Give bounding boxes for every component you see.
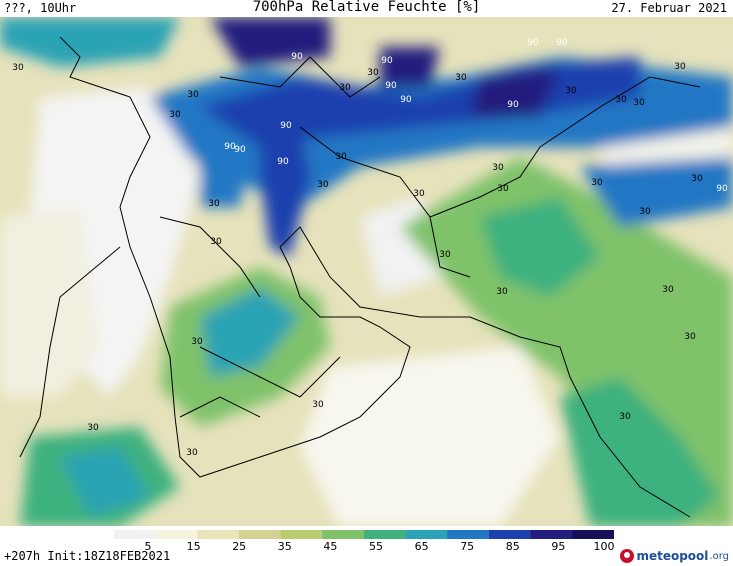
color-scale-swatch [530, 530, 573, 539]
label-30-n: 30 [492, 163, 504, 173]
label-30-f: 30 [455, 73, 467, 83]
label-30-q: 30 [691, 174, 703, 184]
label-30-m: 30 [413, 189, 425, 199]
color-scale-swatch [447, 530, 490, 539]
coastlines [19, 36, 701, 518]
header: ???, 10Uhr 700hPa Relative Feuchte [%] 2… [0, 0, 733, 20]
color-scale-tick-label: 5 [144, 540, 152, 553]
valid-time-label: ???, 10Uhr [4, 1, 77, 15]
label-30-aa: 30 [619, 412, 631, 422]
legend: +207h Init:18Z18FEB2021 meteopool .org 5… [0, 526, 733, 566]
color-scale-swatch [322, 530, 365, 539]
label-30-z: 30 [312, 400, 324, 410]
brand-tld: .org [709, 550, 729, 562]
color-scale-swatch [489, 530, 532, 539]
brand-name: meteopool [636, 549, 709, 563]
color-scale-swatch [405, 530, 448, 539]
contour-labels: 30 30 30 30 30 30 30 30 30 30 30 30 30 3… [12, 38, 728, 458]
color-scale-bar [114, 530, 614, 539]
label-30-d: 30 [339, 83, 351, 93]
label-90-b: 90 [381, 56, 393, 66]
label-30-b: 30 [187, 90, 199, 100]
color-scale-swatch [155, 530, 198, 539]
label-90-i: 90 [234, 145, 246, 155]
humidity-map: 30 30 30 30 30 30 30 30 30 30 30 30 30 3… [0, 17, 733, 527]
label-90-k: 90 [716, 184, 728, 194]
color-scale-tick-label: 55 [369, 540, 383, 553]
label-90-h: 90 [224, 142, 236, 152]
color-scale-tick-label: 75 [460, 540, 475, 553]
color-scale-tick-label: 45 [323, 540, 338, 553]
label-30-a: 30 [12, 63, 24, 73]
label-30-p: 30 [591, 178, 603, 188]
humidity-field [0, 17, 733, 527]
label-30-u: 30 [439, 250, 451, 260]
label-30-g: 30 [565, 86, 577, 96]
label-30-c: 30 [169, 110, 181, 120]
label-30-i: 30 [615, 95, 627, 105]
color-scale-tick-label: 35 [277, 540, 292, 553]
label-30-s: 30 [208, 199, 220, 209]
label-90-c: 90 [527, 38, 539, 48]
label-30-y: 30 [191, 337, 203, 347]
color-scale-tick-label: 85 [505, 540, 520, 553]
label-90-g: 90 [280, 121, 292, 131]
init-time-label: +207h Init:18Z18FEB2021 [4, 549, 171, 563]
color-scale-swatch [239, 530, 282, 539]
color-scale-tick-label: 15 [186, 540, 201, 553]
label-30-r: 30 [639, 207, 651, 217]
color-scale-swatch [572, 530, 614, 539]
label-30-x: 30 [684, 332, 696, 342]
label-30-w: 30 [662, 285, 674, 295]
brand-logo[interactable]: meteopool .org [620, 548, 729, 564]
color-scale-tick-label: 100 [593, 540, 615, 553]
label-90-j: 90 [277, 157, 289, 167]
label-30-h: 30 [674, 62, 686, 72]
label-90-l: 90 [385, 81, 397, 91]
label-30-ab: 30 [87, 423, 99, 433]
label-90-e: 90 [400, 95, 412, 105]
label-90-d: 90 [556, 38, 568, 48]
color-scale-swatch [197, 530, 240, 539]
label-30-o: 30 [497, 184, 509, 194]
label-30-t: 30 [210, 237, 222, 247]
label-30-l: 30 [317, 180, 329, 190]
color-scale-swatch [280, 530, 323, 539]
label-30-ac: 30 [186, 448, 198, 458]
date-label: 27. Februar 2021 [611, 1, 727, 15]
color-scale-tick-label: 65 [414, 540, 429, 553]
logo-icon [620, 549, 635, 563]
label-30-j: 30 [633, 98, 645, 108]
color-scale-tick-label: 25 [232, 540, 247, 553]
label-30-v: 30 [496, 287, 508, 297]
label-30-e: 30 [367, 68, 379, 78]
color-scale-swatch [114, 530, 157, 539]
label-30-k: 30 [335, 152, 347, 162]
label-90-a: 90 [291, 52, 303, 62]
label-90-f: 90 [507, 100, 519, 110]
chart-title: 700hPa Relative Feuchte [%] [252, 0, 481, 15]
color-scale-swatch [364, 530, 407, 539]
color-scale-tick-label: 95 [551, 540, 566, 553]
